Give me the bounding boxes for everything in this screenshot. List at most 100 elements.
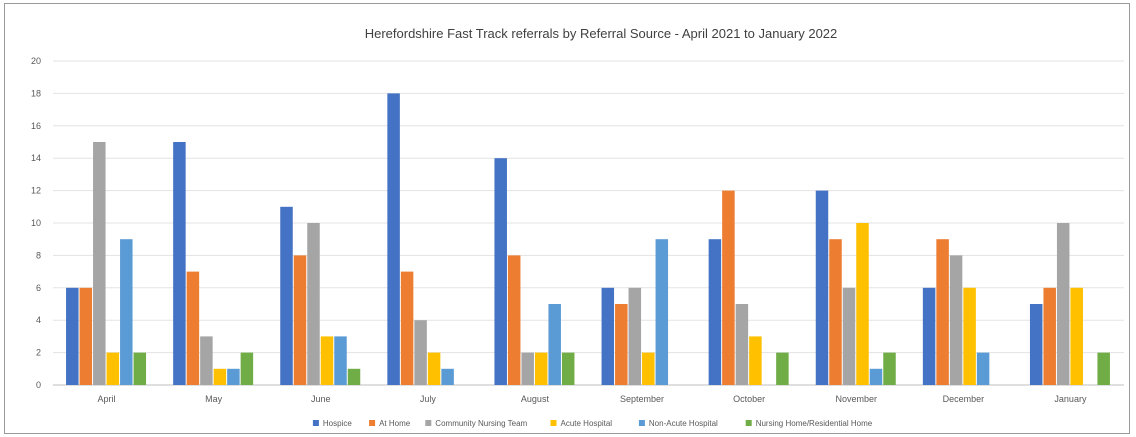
bar-community-nursing-team-august — [521, 352, 534, 385]
x-tick-label: August — [521, 394, 550, 404]
y-tick-label: 0 — [36, 380, 41, 390]
bar-community-nursing-team-december — [949, 255, 963, 385]
legend-item: Community Nursing Team — [425, 419, 528, 428]
bar-acute-hospital-november — [856, 223, 869, 385]
legend-swatch — [745, 420, 752, 426]
bar-non-acute-hospital-august — [548, 304, 561, 385]
bar-at-home-june — [293, 255, 307, 385]
legend-label: Hospice — [323, 419, 352, 428]
bar-acute-hospital-april — [106, 352, 120, 385]
y-tick-label: 2 — [36, 348, 41, 358]
bar-acute-hospital-july — [427, 352, 441, 385]
legend-item: Acute Hospital — [550, 419, 613, 428]
bar-at-home-october — [722, 190, 735, 385]
legend-swatch — [369, 420, 376, 426]
bar-nursing-home-residential-home-october — [776, 352, 789, 385]
bar-hospice-august — [494, 158, 507, 385]
bar-hospice-january — [1029, 304, 1043, 385]
bar-non-acute-hospital-december — [976, 352, 990, 385]
legend-swatch — [550, 420, 557, 426]
x-tick-label: September — [620, 394, 664, 404]
bar-community-nursing-team-july — [414, 320, 427, 385]
bar-community-nursing-team-may — [200, 336, 213, 385]
x-tick-label: June — [311, 394, 331, 404]
bar-hospice-april — [66, 287, 79, 385]
y-tick-label: 10 — [31, 218, 41, 228]
bar-community-nursing-team-september — [628, 287, 642, 385]
y-tick-label: 18 — [31, 88, 41, 98]
bar-acute-hospital-may — [213, 368, 227, 385]
bar-acute-hospital-december — [963, 287, 976, 385]
bar-non-acute-hospital-september — [655, 239, 669, 385]
legend-swatch — [425, 420, 432, 426]
bar-non-acute-hospital-april — [120, 239, 133, 385]
bar-at-home-september — [615, 304, 628, 385]
bar-nursing-home-residential-home-august — [561, 352, 575, 385]
legend-swatch — [638, 420, 645, 426]
x-tick-label: May — [205, 394, 223, 404]
bar-hospice-june — [280, 206, 293, 385]
bars — [66, 93, 1110, 386]
bar-hospice-november — [815, 190, 829, 385]
bar-community-nursing-team-june — [307, 223, 320, 385]
y-tick-label: 14 — [31, 153, 41, 163]
bar-acute-hospital-june — [320, 336, 334, 385]
bar-acute-hospital-august — [534, 352, 548, 385]
legend-item: Non-Acute Hospital — [638, 419, 718, 428]
bar-hospice-december — [922, 287, 936, 385]
legend-label: At Home — [379, 419, 411, 428]
bar-nursing-home-residential-home-april — [133, 352, 147, 385]
x-tick-label: April — [98, 394, 116, 404]
y-tick-label: 20 — [31, 56, 41, 66]
x-tick-label: July — [420, 394, 437, 404]
x-axis-tick-labels: April May June July August September October No… — [98, 394, 1087, 404]
bar-non-acute-hospital-may — [227, 368, 240, 385]
bar-acute-hospital-january — [1070, 287, 1083, 385]
legend-item: Nursing Home/Residential Home — [745, 419, 873, 428]
x-tick-label: October — [733, 394, 765, 404]
y-axis-tick-labels: 0 2 4 6 8 10 12 14 16 18 20 — [31, 56, 41, 390]
bar-nursing-home-residential-home-november — [883, 352, 896, 385]
bar-at-home-july — [400, 271, 414, 385]
bar-at-home-may — [186, 271, 200, 385]
y-tick-label: 6 — [36, 283, 41, 293]
chart-title: Herefordshire Fast Track referrals by Re… — [365, 26, 838, 41]
y-tick-label: 8 — [36, 250, 41, 260]
bar-at-home-november — [829, 239, 842, 385]
x-tick-label: January — [1054, 394, 1087, 404]
legend-label: Acute Hospital — [561, 419, 613, 428]
legend-label: Nursing Home/Residential Home — [756, 419, 873, 428]
bar-acute-hospital-september — [642, 352, 655, 385]
bar-at-home-april — [79, 287, 93, 385]
legend-label: Community Nursing Team — [435, 419, 527, 428]
bar-non-acute-hospital-november — [869, 368, 883, 385]
bar-acute-hospital-october — [749, 336, 762, 385]
bar-non-acute-hospital-june — [334, 336, 347, 385]
y-tick-label: 4 — [36, 315, 41, 325]
bar-hospice-september — [601, 287, 615, 385]
bar-hospice-july — [387, 93, 400, 386]
bar-hospice-may — [173, 142, 186, 385]
bar-at-home-august — [507, 255, 521, 385]
bar-at-home-december — [936, 239, 949, 385]
y-tick-label: 16 — [31, 121, 41, 131]
bar-community-nursing-team-january — [1056, 223, 1070, 385]
bar-community-nursing-team-april — [93, 142, 106, 385]
bar-non-acute-hospital-july — [441, 368, 454, 385]
legend-label: Non-Acute Hospital — [649, 419, 718, 428]
y-tick-label: 12 — [31, 186, 41, 196]
bar-hospice-october — [708, 239, 722, 385]
bar-nursing-home-residential-home-june — [347, 368, 361, 385]
x-tick-label: November — [835, 394, 877, 404]
bar-community-nursing-team-november — [842, 287, 856, 385]
legend-item: At Home — [369, 419, 411, 428]
bar-at-home-january — [1043, 287, 1056, 385]
bar-community-nursing-team-october — [735, 304, 749, 385]
legend-item: Hospice — [312, 419, 352, 428]
x-tick-label: December — [943, 394, 985, 404]
legend-swatch — [312, 420, 319, 426]
bar-nursing-home-residential-home-january — [1097, 352, 1110, 385]
legend: Hospice At Home Community Nursing Team Acut… — [312, 419, 873, 428]
bar-nursing-home-residential-home-may — [240, 352, 254, 385]
